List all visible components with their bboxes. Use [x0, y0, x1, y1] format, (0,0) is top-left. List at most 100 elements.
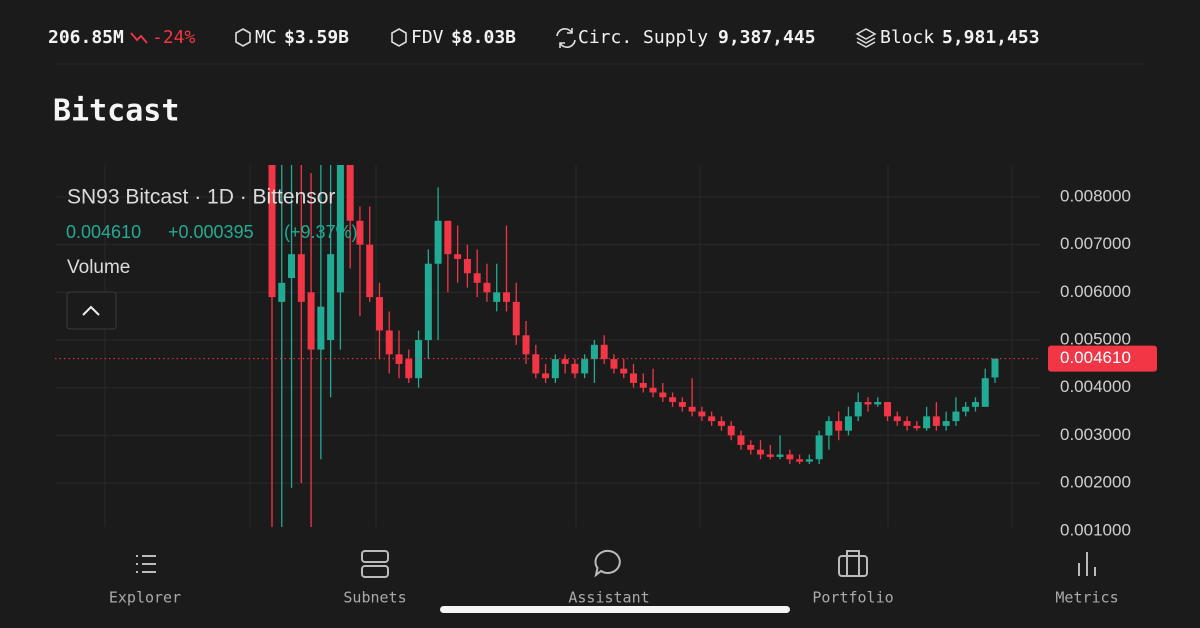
nav-label[interactable]: Subnets — [343, 589, 406, 607]
candle-body — [444, 220, 452, 255]
candle-body — [434, 220, 442, 264]
nav-label[interactable]: Metrics — [1055, 589, 1118, 607]
candle-body — [737, 435, 745, 445]
candle-body — [786, 454, 794, 460]
candle-body — [835, 421, 843, 431]
stat-label: MC — [255, 27, 277, 48]
candle-body — [893, 416, 901, 422]
y-tick-label: 0.004000 — [1060, 377, 1131, 396]
y-tick-label: 0.008000 — [1060, 186, 1131, 205]
chevron-up — [82, 305, 100, 316]
nav-label[interactable]: Explorer — [109, 589, 181, 607]
stat-label: Circ. Supply — [578, 27, 708, 48]
candle-body — [375, 297, 383, 331]
candle-body — [776, 454, 784, 457]
candle-body — [278, 282, 286, 302]
subnets-icon — [361, 550, 389, 578]
bottom-nav: Explorer Subnets Assistant Portfolio Met… — [109, 549, 1119, 607]
legend-change-pct: (+9.37%) — [284, 222, 358, 242]
candle-body — [854, 402, 862, 417]
candle-body — [581, 359, 589, 374]
candle-body — [483, 282, 491, 293]
candle-body — [952, 411, 960, 422]
candle-body — [688, 406, 696, 412]
candle-body — [288, 254, 296, 279]
candle-body — [971, 402, 979, 407]
candle-body — [708, 416, 716, 422]
candle-body — [356, 220, 364, 245]
candle-body — [903, 421, 911, 426]
y-tick-label: 0.003000 — [1060, 425, 1131, 444]
candle-body — [307, 292, 315, 350]
candle-body — [512, 301, 520, 336]
candle-body — [336, 165, 344, 293]
candle-body — [766, 454, 774, 457]
candle-body — [395, 354, 403, 364]
candle-body — [424, 263, 432, 341]
legend-price: 0.004610 — [66, 222, 141, 242]
candle-body — [825, 421, 833, 436]
candle-body — [454, 254, 462, 259]
candle-body — [923, 416, 931, 429]
collapse-button[interactable] — [66, 291, 117, 330]
candle-body — [561, 359, 569, 364]
candle-body — [385, 330, 393, 355]
candle-body — [884, 402, 892, 417]
volume: 206.85M — [48, 27, 124, 48]
candle-body — [962, 406, 970, 412]
hex-icon — [391, 28, 407, 47]
candle-body — [932, 416, 940, 426]
candle-body — [757, 449, 765, 455]
nav-label[interactable]: Portfolio — [812, 589, 893, 607]
candle-body — [600, 344, 608, 360]
grid — [55, 165, 1040, 527]
candle-body — [669, 397, 677, 403]
candle-body — [717, 421, 725, 426]
candle-body — [268, 165, 276, 298]
candle-body — [844, 416, 852, 431]
y-tick-label: 0.005000 — [1060, 330, 1131, 349]
down-arrow — [130, 32, 148, 44]
explorer-icon — [136, 555, 156, 573]
portfolio-icon — [838, 550, 868, 577]
indicator: Volume — [67, 257, 130, 278]
candle-body — [747, 444, 755, 450]
price-badge — [1048, 345, 1157, 372]
candle-body — [317, 306, 325, 350]
ticker: 206.85M -24% MC $3.59B FDV $8.03B Circ. … — [48, 27, 1040, 48]
candle-body — [620, 368, 628, 374]
candle-body — [698, 411, 706, 417]
stat-value: 5,981,453 — [942, 27, 1040, 48]
candle-body — [297, 254, 305, 302]
candle-body — [678, 402, 686, 407]
change: -24% — [152, 27, 196, 48]
candle-body — [590, 344, 598, 360]
price-badge-label: 0.004610 — [1060, 348, 1131, 367]
candle-body — [805, 459, 813, 462]
price-axis: 0.001000 0.002000 0.003000 0.004000 0.005000… — [1048, 186, 1157, 539]
y-tick-label: 0.006000 — [1060, 282, 1131, 301]
candle-body — [610, 359, 618, 369]
candle-body — [473, 273, 481, 283]
candle-body — [864, 402, 872, 405]
y-tick-label: 0.001000 — [1060, 520, 1131, 539]
candle-body — [649, 387, 657, 393]
home-indicator — [440, 606, 790, 613]
candle-body — [991, 358, 999, 378]
stat-label: Block — [880, 27, 934, 48]
stat-label: FDV — [411, 27, 444, 48]
candle-body — [493, 292, 501, 302]
candle-body — [542, 373, 550, 379]
candle-body — [639, 382, 647, 388]
nav-label[interactable]: Assistant — [568, 589, 649, 607]
candle-body — [727, 425, 735, 436]
candle-body — [405, 359, 413, 379]
candle-body — [463, 258, 471, 274]
candle-body — [571, 363, 579, 374]
candle-body — [815, 435, 823, 460]
candle-body — [502, 292, 510, 302]
layers-icon — [855, 28, 877, 48]
metrics-icon — [1078, 552, 1096, 576]
candle-body — [630, 373, 637, 383]
